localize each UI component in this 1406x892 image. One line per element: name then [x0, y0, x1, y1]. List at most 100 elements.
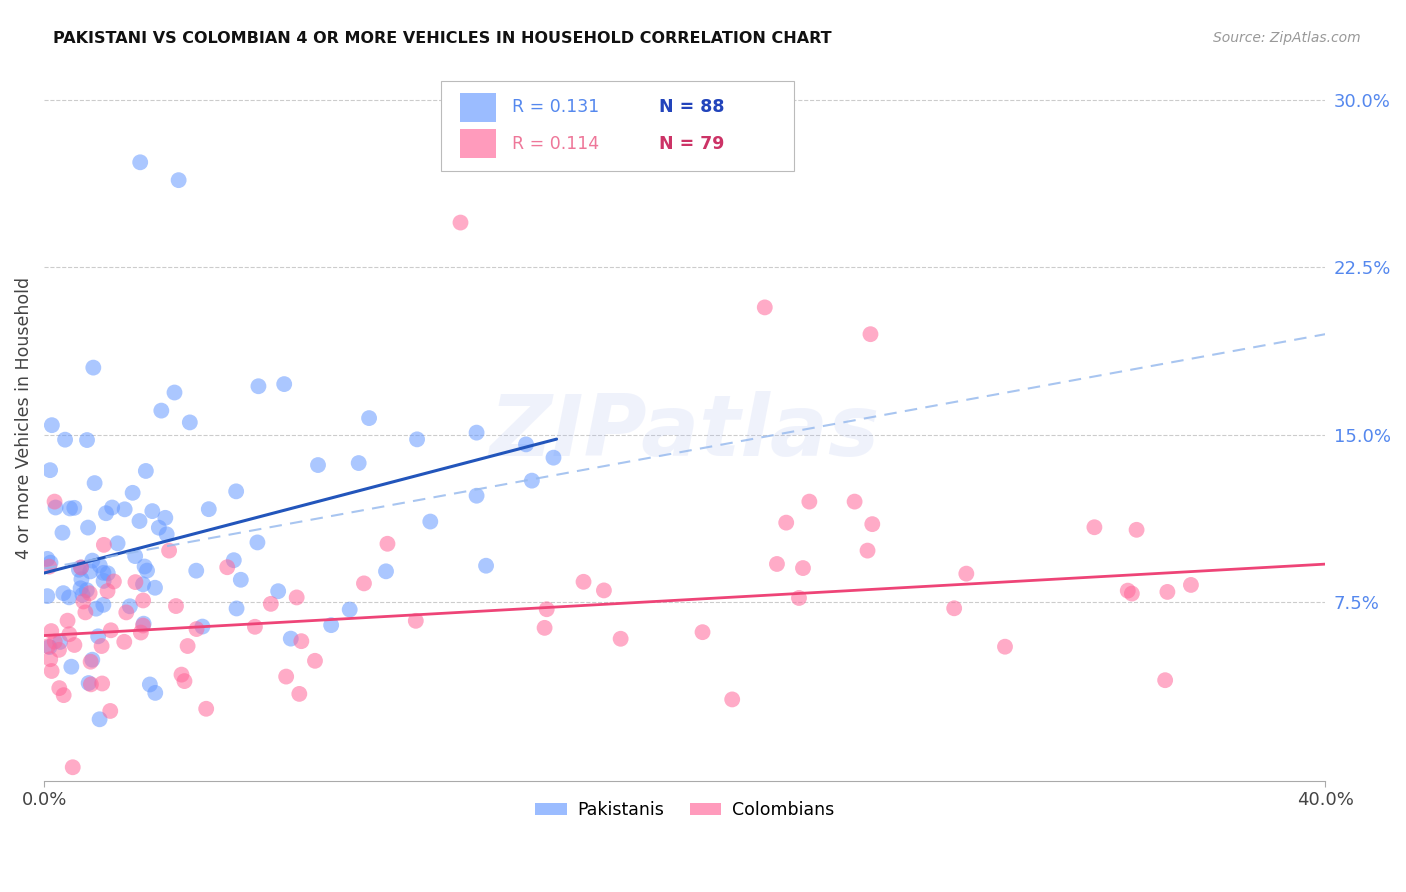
Point: [58, 627, 80, 641]
Point: [83, 476, 105, 491]
Point: [609, 632, 631, 646]
Point: [572, 574, 595, 589]
Point: [70, 560, 93, 574]
Point: [107, 536, 129, 550]
Point: [136, 564, 159, 578]
Point: [93, 574, 115, 588]
Point: [89, 558, 111, 573]
Point: [148, 521, 170, 535]
Point: [792, 561, 814, 575]
Point: [87, 629, 110, 643]
Point: [787, 591, 810, 605]
Point: [247, 379, 270, 393]
Point: [179, 416, 201, 430]
Point: [692, 625, 714, 640]
Point: [84, 601, 107, 615]
Point: [285, 591, 308, 605]
Point: [76, 433, 98, 447]
Point: [222, 553, 245, 567]
Point: [51, 525, 73, 540]
Point: [70, 572, 93, 586]
Point: [49, 635, 72, 649]
Point: [63, 500, 86, 515]
Point: [72, 594, 94, 608]
Text: N = 88: N = 88: [659, 98, 724, 116]
Point: [754, 301, 776, 315]
Point: [450, 216, 472, 230]
Point: [82, 653, 104, 667]
Point: [465, 425, 488, 440]
Point: [288, 687, 311, 701]
Point: [94, 506, 117, 520]
Point: [593, 583, 616, 598]
Point: [347, 456, 370, 470]
Text: R = 0.131: R = 0.131: [512, 98, 599, 116]
Point: [44, 494, 66, 508]
Point: [1154, 673, 1177, 688]
FancyBboxPatch shape: [441, 80, 793, 171]
Point: [520, 474, 543, 488]
Point: [37, 552, 59, 566]
Point: [543, 450, 565, 465]
Point: [1083, 520, 1105, 534]
Legend: Pakistanis, Colombians: Pakistanis, Colombians: [529, 795, 841, 826]
Point: [82, 360, 104, 375]
Point: [134, 559, 156, 574]
Point: [37, 589, 59, 603]
Point: [375, 564, 398, 578]
Point: [186, 622, 208, 636]
Point: [77, 520, 100, 534]
Point: [377, 537, 399, 551]
Point: [44, 634, 66, 648]
Point: [93, 598, 115, 612]
Point: [37, 640, 59, 654]
Point: [167, 173, 190, 187]
Point: [150, 403, 173, 417]
Point: [79, 586, 101, 600]
Point: [93, 566, 115, 580]
Point: [273, 377, 295, 392]
Point: [163, 385, 186, 400]
Point: [304, 654, 326, 668]
Point: [70, 560, 93, 574]
Point: [90, 639, 112, 653]
Point: [290, 634, 312, 648]
Point: [79, 655, 101, 669]
Point: [39, 652, 62, 666]
Point: [124, 549, 146, 563]
Point: [77, 676, 100, 690]
Point: [52, 586, 75, 600]
Point: [56, 614, 79, 628]
Point: [45, 500, 67, 515]
Point: [280, 632, 302, 646]
Point: [63, 638, 86, 652]
Point: [475, 558, 498, 573]
Point: [1156, 585, 1178, 599]
Point: [176, 639, 198, 653]
Point: [155, 511, 177, 525]
Point: [353, 576, 375, 591]
Point: [128, 514, 150, 528]
Point: [243, 620, 266, 634]
Point: [267, 584, 290, 599]
Point: [1125, 523, 1147, 537]
Point: [856, 543, 879, 558]
Point: [76, 583, 98, 598]
Point: [103, 574, 125, 589]
Point: [419, 515, 441, 529]
Point: [62, 760, 84, 774]
Point: [39, 463, 62, 477]
Point: [121, 485, 143, 500]
Y-axis label: 4 or more Vehicles in Household: 4 or more Vehicles in Household: [15, 277, 32, 559]
Point: [93, 538, 115, 552]
Point: [67, 563, 90, 577]
Text: R = 0.114: R = 0.114: [512, 135, 599, 153]
Point: [139, 677, 162, 691]
Point: [132, 616, 155, 631]
Point: [79, 565, 101, 579]
Point: [766, 557, 789, 571]
Point: [118, 599, 141, 614]
Point: [69, 582, 91, 596]
Point: [515, 437, 537, 451]
Point: [225, 601, 247, 615]
